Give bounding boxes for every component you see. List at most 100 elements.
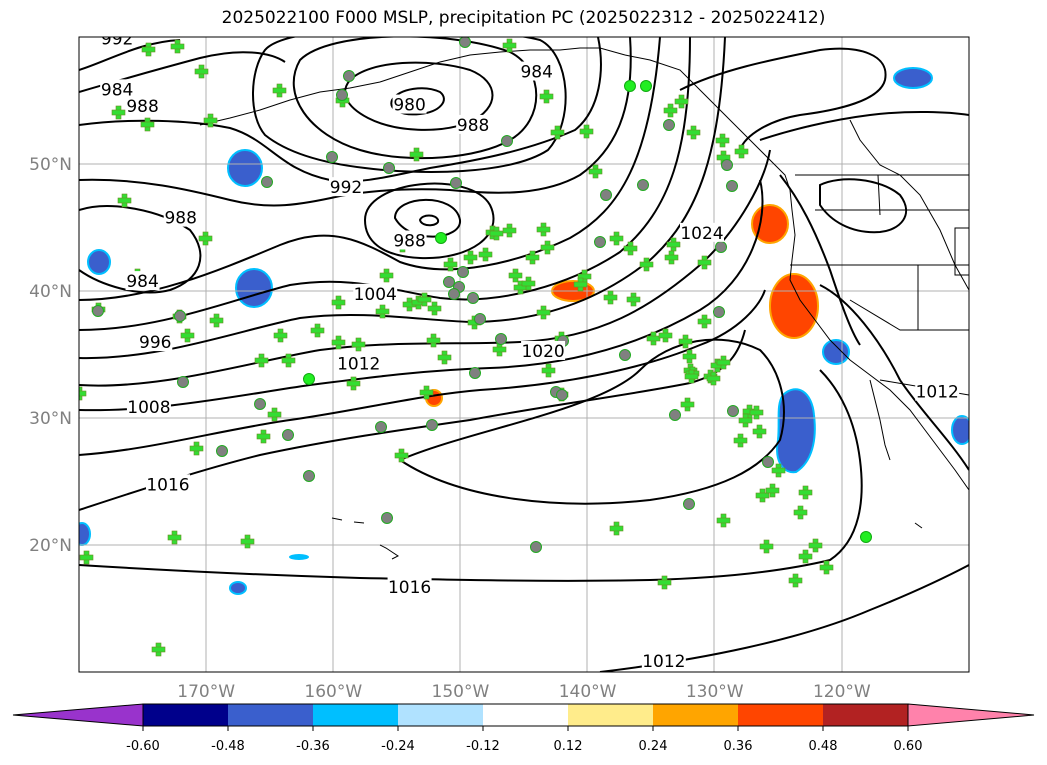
- colorbar-segment: [228, 704, 313, 726]
- plus-marker: [167, 530, 182, 545]
- green-dot-marker: [435, 232, 447, 244]
- gray-dot-marker: [174, 310, 186, 322]
- plus-marker: [716, 513, 731, 528]
- contour-label-bg: [519, 61, 554, 81]
- plus-marker: [203, 113, 218, 128]
- gray-dot-marker: [556, 389, 568, 401]
- plus-marker: [808, 538, 823, 553]
- contour-label: 992: [101, 30, 133, 50]
- plus-marker: [525, 250, 540, 265]
- gray-dot-marker: [600, 189, 612, 201]
- contour-label-bg: [138, 332, 173, 352]
- colorbar-segment: [568, 704, 653, 726]
- contour-label-bg: [456, 114, 491, 134]
- plus-marker: [331, 295, 346, 310]
- contour-label: 988: [164, 209, 196, 229]
- plus-marker: [272, 83, 287, 98]
- contour-label: 996: [139, 333, 171, 353]
- contour-label-bg: [392, 230, 427, 250]
- lon-tick-label: 170°W: [177, 682, 235, 702]
- contour-label: 984: [520, 63, 552, 83]
- plus-marker: [798, 549, 813, 564]
- colorbar-tick-label: -0.60: [126, 739, 160, 754]
- contour-label: 1012: [337, 355, 380, 375]
- contour-label-bg: [353, 283, 398, 303]
- latitude-labels: 50°N 40°N 30°N 20°N: [29, 155, 72, 556]
- green-dot-marker: [860, 531, 872, 543]
- contour-label-bg: [125, 271, 160, 291]
- colorbar-tick-label: -0.36: [296, 739, 330, 754]
- contour-label: 988: [457, 116, 489, 136]
- green-dot-marker: [640, 80, 652, 92]
- colorbar-legend: -0.60 -0.48 -0.36 -0.24 -0.12 0.12 0.24 0.36 0.4…: [12, 703, 1035, 754]
- plus-marker: [639, 257, 654, 272]
- gray-dot-marker: [426, 419, 438, 431]
- colorbar-tick-label: 0.36: [724, 739, 753, 754]
- gray-dot-marker: [637, 179, 649, 191]
- gray-dot-marker: [448, 288, 460, 300]
- plus-marker: [550, 125, 565, 140]
- plus-marker: [678, 334, 693, 349]
- gray-dot-marker: [474, 313, 486, 325]
- contour-label: 1016: [146, 475, 189, 495]
- plus-marker: [189, 441, 204, 456]
- contour-label: 1008: [127, 398, 170, 418]
- plus-marker: [141, 42, 156, 57]
- contour-label-bg: [100, 37, 135, 48]
- lat-tick-label: 40°N: [29, 282, 72, 302]
- plus-marker: [680, 397, 695, 412]
- gray-dot-marker: [381, 512, 393, 524]
- plus-marker: [521, 276, 536, 291]
- gray-dot-marker: [216, 445, 228, 457]
- contour-label-bg: [126, 396, 171, 416]
- gray-dot-marker: [261, 176, 273, 188]
- plus-marker: [682, 349, 697, 364]
- plus-marker: [716, 150, 731, 165]
- plus-marker: [194, 64, 209, 79]
- plus-marker: [170, 39, 185, 54]
- gray-dot-marker: [726, 180, 738, 192]
- green-dot-marker: [624, 80, 636, 92]
- plus-marker: [759, 539, 774, 554]
- plus-marker: [540, 240, 555, 255]
- gray-dot-marker: [683, 498, 695, 510]
- plus-marker: [755, 488, 770, 503]
- lon-tick-label: 120°W: [813, 682, 871, 702]
- plus-marker: [603, 290, 618, 305]
- plus-marker: [664, 250, 679, 265]
- plus-marker: [351, 337, 366, 352]
- gray-dot-marker: [375, 421, 387, 433]
- colorbar-segment: [653, 704, 738, 726]
- plus-marker: [684, 369, 699, 384]
- contour-label-bg: [329, 177, 363, 197]
- plus-marker: [151, 642, 166, 657]
- plus-marker: [409, 147, 424, 162]
- coastlines: [199, 47, 969, 560]
- gray-dot-marker: [762, 456, 774, 468]
- plus-marker: [394, 448, 409, 463]
- plus-marker: [463, 250, 478, 265]
- plus-marker: [793, 505, 808, 520]
- plus-marker: [577, 269, 592, 284]
- plus-marker: [508, 268, 523, 283]
- plus-marker: [658, 328, 673, 343]
- contour-label-bg: [915, 381, 960, 401]
- plus-marker: [788, 573, 803, 588]
- plus-marker: [697, 314, 712, 329]
- plus-marker: [706, 371, 721, 386]
- gray-dot-marker: [467, 292, 479, 304]
- contour-label-bg: [336, 353, 381, 373]
- colorbar-segment: [398, 704, 483, 726]
- colorbar-tick-label: -0.24: [381, 739, 415, 754]
- gray-dot-marker: [495, 333, 507, 345]
- plus-marker: [256, 429, 271, 444]
- plus-marker: [198, 231, 213, 246]
- gray-dot-marker: [530, 541, 542, 553]
- contour-label: 984: [101, 80, 133, 100]
- plus-marker: [502, 223, 517, 238]
- colorbar-outline: [142, 703, 909, 727]
- contour-label: 984: [126, 272, 158, 292]
- plus-marker: [674, 94, 689, 109]
